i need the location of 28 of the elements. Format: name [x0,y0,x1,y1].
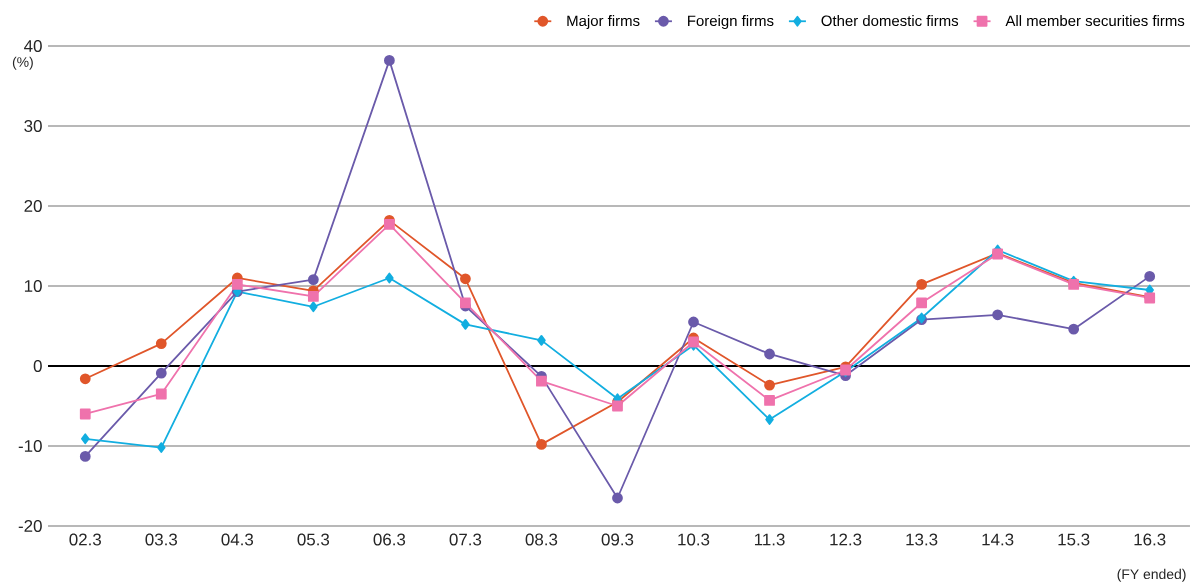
y-axis-title: (%) [12,56,33,70]
y-tick-label: 0 [33,359,42,372]
x-tick-label: 09.3 [601,533,634,546]
x-tick-label: 04.3 [221,533,254,546]
y-tick-label: 10 [24,279,42,292]
legend-label: Other domestic firms [821,15,959,27]
x-tick-label: 16.3 [1134,533,1166,546]
y-tick-label: 30 [24,119,42,132]
x-tick-label: 02.3 [69,533,101,546]
legend-label: Major firms [567,15,640,29]
x-tick-label: 03.3 [145,533,178,546]
x-tick-label: 10.3 [678,533,710,546]
x-tick-label: 06.3 [373,533,406,546]
x-axis-title: (FY ended) [1117,568,1186,582]
x-tick-label: 11.3 [754,533,785,546]
x-tick-label: 05.3 [297,533,330,546]
legend-label: All member securities firms [1005,15,1185,27]
y-tick-label: -20 [18,519,42,532]
y-tick-label: 20 [24,199,42,212]
x-tick-label: 08.3 [525,533,558,546]
y-tick-label: -10 [18,439,42,452]
y-tick-label: 40 [24,39,42,52]
x-tick-label: 12.3 [830,533,862,546]
x-tick-label: 15.3 [1058,533,1090,546]
x-tick-label: 13.3 [906,533,938,546]
x-tick-label: 14.3 [982,533,1014,546]
legend-label: Foreign firms [688,15,774,29]
x-tick-label: 07.3 [449,533,482,546]
